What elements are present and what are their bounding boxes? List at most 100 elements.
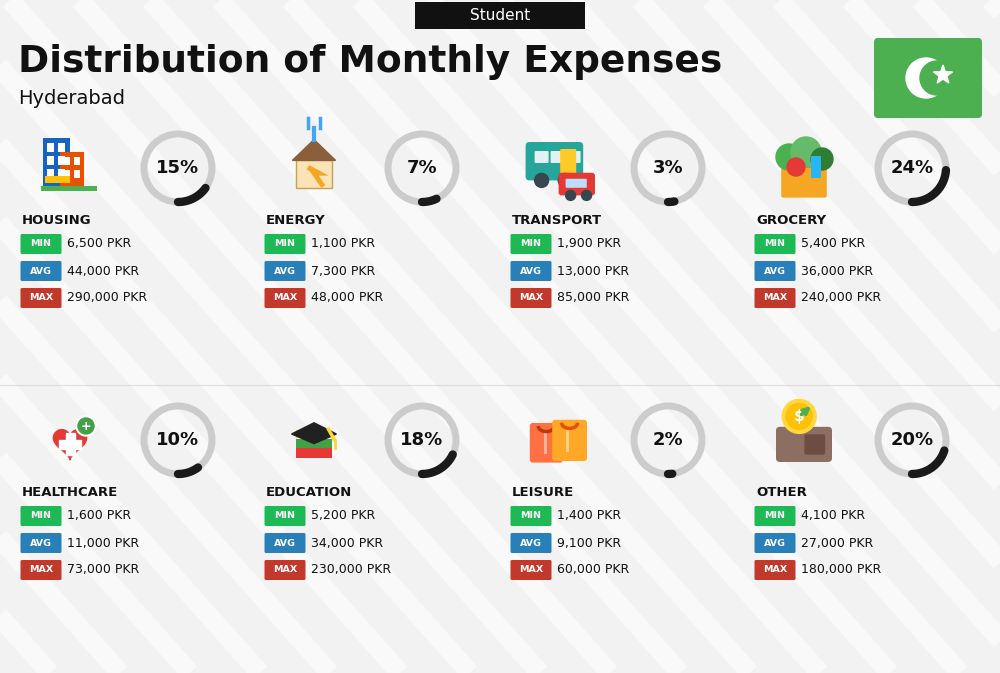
Text: 3%: 3%	[653, 159, 683, 177]
Text: AVG: AVG	[520, 267, 542, 275]
FancyBboxPatch shape	[776, 427, 832, 462]
FancyBboxPatch shape	[20, 261, 62, 281]
Text: 6,500 PKR: 6,500 PKR	[67, 238, 131, 250]
FancyBboxPatch shape	[296, 160, 332, 188]
FancyBboxPatch shape	[811, 156, 821, 178]
Text: TRANSPORT: TRANSPORT	[512, 213, 602, 227]
FancyBboxPatch shape	[64, 157, 70, 166]
Text: 180,000 PKR: 180,000 PKR	[801, 563, 881, 577]
FancyBboxPatch shape	[567, 151, 581, 163]
Text: AVG: AVG	[274, 538, 296, 548]
Text: 24%: 24%	[890, 159, 934, 177]
Circle shape	[906, 58, 946, 98]
Text: 15%: 15%	[156, 159, 200, 177]
Text: MAX: MAX	[29, 293, 53, 302]
Text: MAX: MAX	[519, 293, 543, 302]
FancyBboxPatch shape	[58, 156, 65, 165]
FancyBboxPatch shape	[804, 434, 825, 454]
Text: +: +	[81, 419, 91, 433]
FancyBboxPatch shape	[20, 506, 62, 526]
Circle shape	[920, 61, 954, 95]
Polygon shape	[66, 433, 74, 455]
FancyBboxPatch shape	[511, 261, 552, 281]
Circle shape	[776, 144, 802, 170]
Text: 240,000 PKR: 240,000 PKR	[801, 291, 881, 304]
Text: MIN: MIN	[274, 240, 296, 248]
FancyBboxPatch shape	[755, 288, 796, 308]
Text: MIN: MIN	[520, 240, 542, 248]
Text: 5,200 PKR: 5,200 PKR	[311, 509, 375, 522]
Text: Student: Student	[470, 8, 530, 23]
FancyBboxPatch shape	[264, 560, 306, 580]
Polygon shape	[292, 423, 336, 444]
FancyBboxPatch shape	[559, 173, 595, 195]
FancyBboxPatch shape	[47, 143, 54, 152]
Circle shape	[786, 403, 812, 429]
Text: MIN: MIN	[30, 511, 52, 520]
Text: 27,000 PKR: 27,000 PKR	[801, 536, 873, 549]
Text: 34,000 PKR: 34,000 PKR	[311, 536, 383, 549]
FancyBboxPatch shape	[264, 533, 306, 553]
FancyBboxPatch shape	[47, 156, 54, 165]
Circle shape	[791, 137, 821, 167]
FancyBboxPatch shape	[530, 423, 563, 462]
Text: 1,100 PKR: 1,100 PKR	[311, 238, 375, 250]
FancyBboxPatch shape	[511, 560, 552, 580]
Text: LEISURE: LEISURE	[512, 485, 574, 499]
Text: 9,100 PKR: 9,100 PKR	[557, 536, 621, 549]
Text: 7,300 PKR: 7,300 PKR	[311, 264, 375, 277]
FancyBboxPatch shape	[552, 420, 587, 461]
FancyBboxPatch shape	[41, 186, 97, 191]
Text: AVG: AVG	[764, 267, 786, 275]
Text: 85,000 PKR: 85,000 PKR	[557, 291, 629, 304]
FancyBboxPatch shape	[511, 234, 552, 254]
Text: MAX: MAX	[29, 565, 53, 575]
Text: HOUSING: HOUSING	[22, 213, 92, 227]
Text: 230,000 PKR: 230,000 PKR	[311, 563, 391, 577]
Text: 36,000 PKR: 36,000 PKR	[801, 264, 873, 277]
FancyBboxPatch shape	[535, 151, 549, 163]
Text: ENERGY: ENERGY	[266, 213, 326, 227]
FancyBboxPatch shape	[755, 560, 796, 580]
Text: 18%: 18%	[400, 431, 444, 449]
Text: 10%: 10%	[156, 431, 200, 449]
FancyBboxPatch shape	[551, 151, 565, 163]
Text: MAX: MAX	[273, 565, 297, 575]
Text: $: $	[794, 409, 805, 424]
Circle shape	[558, 174, 572, 187]
Text: MAX: MAX	[763, 565, 787, 575]
FancyBboxPatch shape	[781, 160, 827, 198]
FancyBboxPatch shape	[58, 143, 65, 152]
FancyBboxPatch shape	[20, 533, 62, 553]
FancyBboxPatch shape	[560, 149, 576, 174]
Text: 1,400 PKR: 1,400 PKR	[557, 509, 621, 522]
FancyBboxPatch shape	[511, 506, 552, 526]
FancyBboxPatch shape	[755, 234, 796, 254]
FancyBboxPatch shape	[58, 169, 65, 178]
Polygon shape	[292, 139, 336, 160]
Polygon shape	[933, 65, 953, 83]
Text: 2%: 2%	[653, 431, 683, 449]
Circle shape	[535, 174, 549, 187]
Text: MIN: MIN	[274, 511, 296, 520]
FancyBboxPatch shape	[264, 288, 306, 308]
FancyBboxPatch shape	[20, 288, 62, 308]
FancyBboxPatch shape	[264, 506, 306, 526]
Text: 290,000 PKR: 290,000 PKR	[67, 291, 147, 304]
Text: Distribution of Monthly Expenses: Distribution of Monthly Expenses	[18, 44, 722, 80]
Text: EDUCATION: EDUCATION	[266, 485, 352, 499]
Polygon shape	[59, 439, 81, 448]
FancyBboxPatch shape	[264, 234, 306, 254]
Text: 7%: 7%	[407, 159, 437, 177]
Circle shape	[76, 416, 96, 436]
Text: AVG: AVG	[764, 538, 786, 548]
Text: MAX: MAX	[519, 565, 543, 575]
Text: MIN: MIN	[765, 511, 786, 520]
Text: 20%: 20%	[890, 431, 934, 449]
FancyBboxPatch shape	[785, 162, 823, 168]
Text: 1,600 PKR: 1,600 PKR	[67, 509, 131, 522]
Circle shape	[566, 190, 576, 201]
FancyBboxPatch shape	[74, 170, 80, 178]
Circle shape	[782, 399, 816, 433]
Circle shape	[811, 148, 833, 170]
